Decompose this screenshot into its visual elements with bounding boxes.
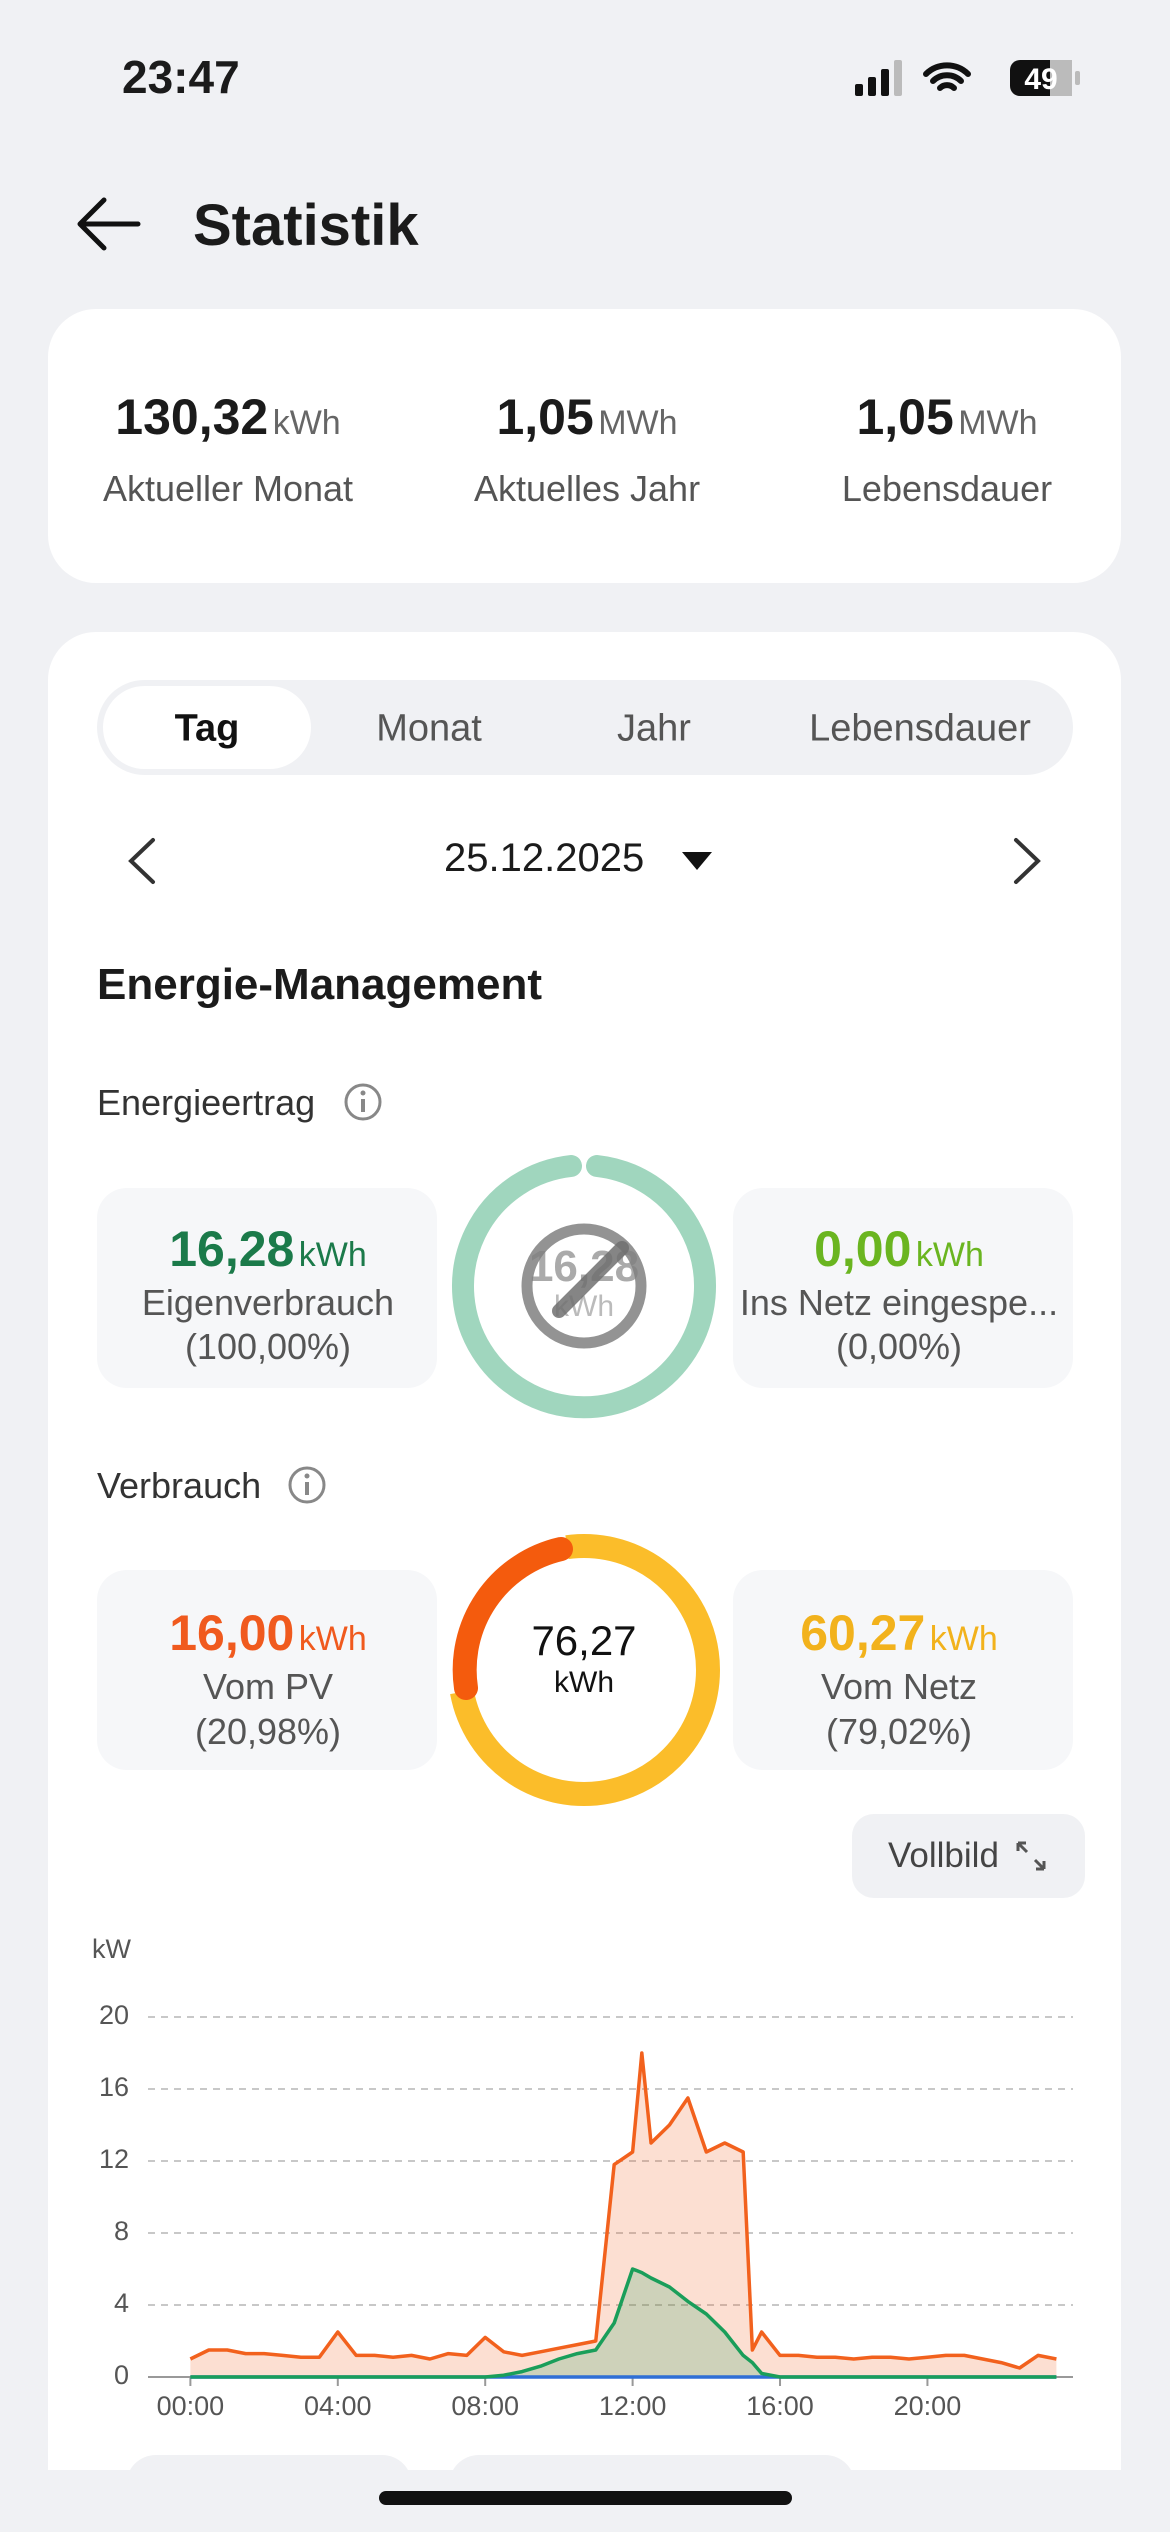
tab[interactable]: Monat — [376, 707, 482, 750]
yield-self-use-value: 16,28 kWh — [169, 1220, 367, 1278]
value: 16,28 — [169, 1221, 295, 1277]
x-tick-label: 08:00 — [451, 2391, 519, 2421]
summary-value: 1,05 MWh — [856, 388, 1037, 446]
y-tick-label: 20 — [99, 2000, 129, 2030]
percent: (100,00%) — [184, 1326, 352, 1367]
y-tick-label: 16 — [99, 2072, 129, 2102]
yield-right-box — [733, 1188, 1073, 1388]
prev-date[interactable] — [125, 836, 159, 886]
unit: kWh — [929, 1620, 998, 1658]
tab[interactable]: Lebensdauer — [809, 707, 1031, 750]
info-icon[interactable] — [287, 1465, 327, 1505]
percent: (0,00%) — [835, 1326, 963, 1367]
x-tick-label: 04:00 — [304, 2391, 372, 2421]
battery-level: 49 — [1024, 63, 1057, 96]
y-tick-label: 0 — [114, 2360, 129, 2390]
value: 60,27 — [800, 1605, 926, 1661]
yield-ring: 16,28 kWh — [439, 1141, 729, 1431]
yield-left-box — [97, 1188, 437, 1388]
unit: MWh — [958, 404, 1038, 442]
home-indicator — [379, 2491, 792, 2505]
status-icons: 49 — [855, 60, 1080, 96]
percent: (20,98%) — [194, 1711, 342, 1752]
summary-card — [48, 309, 1121, 583]
summary-value: 1,05 MWh — [496, 388, 677, 446]
back-button[interactable] — [74, 196, 144, 252]
summary-value: 130,32 kWh — [115, 388, 340, 446]
fullscreen-button[interactable] — [852, 1814, 1085, 1898]
consumption-right-box — [733, 1570, 1073, 1770]
yield-title: Energieertrag — [97, 1082, 316, 1123]
unit: kWh — [915, 1236, 984, 1274]
fullscreen-label: Vollbild — [888, 1836, 999, 1875]
page-title: Statistik — [193, 193, 419, 258]
unit: MWh — [598, 404, 678, 442]
tab[interactable]: Jahr — [617, 707, 691, 750]
y-tick-label: 12 — [99, 2144, 129, 2174]
summary-label: Lebensdauer — [841, 468, 1053, 509]
label: Ins Netz eingespe... — [739, 1282, 1059, 1323]
percent: (79,02%) — [825, 1711, 973, 1752]
y-axis-label: kW — [92, 1934, 132, 1964]
y-tick-label: 4 — [114, 2288, 129, 2318]
center-unit: kWh — [554, 1666, 614, 1699]
series-area — [190, 2053, 1057, 2377]
section-title: Energie-Management — [97, 960, 542, 1009]
value: 1,05 — [496, 389, 594, 445]
summary-label: Aktueller Monat — [102, 468, 354, 509]
value: 0,00 — [814, 1221, 912, 1277]
series-area — [190, 2269, 1057, 2377]
consumption-title: Verbrauch — [97, 1465, 262, 1506]
status-time: 23:47 — [122, 51, 240, 103]
consumption-ring: 76,27 kWh — [439, 1525, 729, 1815]
summary-label: Aktuelles Jahr — [473, 468, 701, 509]
center-value: 76,27 — [531, 1617, 636, 1664]
power-chart: kW 0 4 8 12 16 20 00:00 04:00 08:00 12:00 16:00 20:… — [92, 1934, 1073, 2421]
value: 1,05 — [856, 389, 954, 445]
info-icon[interactable] — [343, 1082, 383, 1122]
fullscreen-icon — [1016, 1841, 1046, 1871]
consumption-grid-value: 60,27 kWh — [800, 1604, 998, 1662]
y-tick-label: 8 — [114, 2216, 129, 2246]
x-tick-label: 12:00 — [599, 2391, 667, 2421]
value: 16,00 — [169, 1605, 295, 1661]
x-tick-label: 00:00 — [157, 2391, 225, 2421]
unit: kWh — [298, 1620, 367, 1658]
yield-feed-in-value: 0,00 kWh — [814, 1220, 984, 1278]
next-date[interactable] — [1010, 836, 1044, 886]
unit: kWh — [272, 404, 341, 442]
series-line — [189, 2051, 1057, 2370]
label: Eigenverbrauch — [141, 1282, 395, 1323]
x-tick-label: 20:00 — [894, 2391, 962, 2421]
label: Vom Netz — [820, 1666, 978, 1707]
value: 130,32 — [115, 389, 269, 445]
x-tick-label: 16:00 — [746, 2391, 814, 2421]
tab[interactable]: Tag — [174, 707, 240, 750]
date-dropdown[interactable] — [680, 848, 714, 874]
consumption-left-box — [97, 1570, 437, 1770]
consumption-pv-value: 16,00 kWh — [169, 1604, 367, 1662]
series-line — [190, 2267, 1057, 2379]
label: Vom PV — [202, 1666, 334, 1707]
unit: kWh — [298, 1236, 367, 1274]
active-tab-bg — [103, 686, 311, 769]
date[interactable]: 25.12.2025 — [444, 836, 645, 880]
